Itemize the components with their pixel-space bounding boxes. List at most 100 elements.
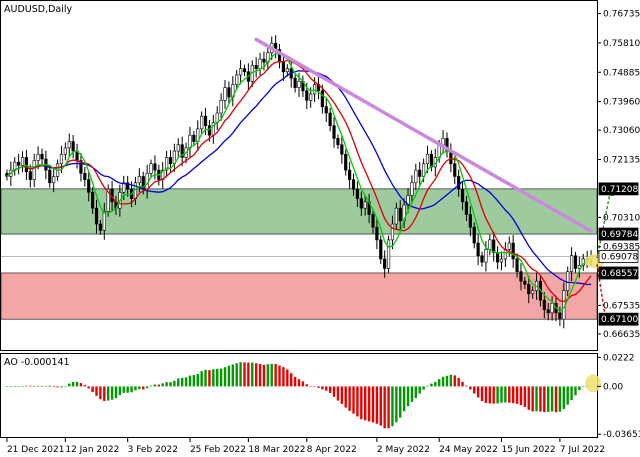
ao-bar <box>402 386 406 412</box>
candle-body <box>484 249 488 263</box>
ao-bar <box>13 386 16 387</box>
ao-bar <box>562 386 565 410</box>
ao-bar <box>449 374 453 387</box>
candle-body <box>63 147 67 155</box>
ao-bar <box>535 386 538 412</box>
candle-body <box>281 61 286 73</box>
candle-body <box>94 207 99 225</box>
ao-bar <box>103 386 106 401</box>
candle-body <box>425 153 430 165</box>
ao-bar <box>208 370 211 387</box>
ao-bar <box>251 362 254 387</box>
price-level-box <box>598 250 639 263</box>
candle-body <box>410 182 414 196</box>
candle-body <box>441 138 445 146</box>
ao-bar <box>247 362 250 387</box>
ao-axis: 0.0222 0.00 -0.036533 <box>597 353 640 440</box>
time-tick-label: 3 Feb 2022 <box>128 445 178 455</box>
candle-body <box>52 176 56 184</box>
ma-slow-line <box>6 70 592 286</box>
ao-bar <box>504 386 507 403</box>
time-tick-label: 24 May 2022 <box>439 445 498 455</box>
candle-body <box>235 74 239 85</box>
ao-bar <box>379 386 382 426</box>
candle-body <box>550 303 554 314</box>
ao-bar <box>578 386 581 391</box>
ao-bar <box>434 381 437 387</box>
ao-bar <box>426 385 429 387</box>
ao-bar <box>539 386 542 412</box>
ao-bar <box>550 386 554 412</box>
ao-bar <box>313 386 316 387</box>
candle-body <box>149 163 153 174</box>
time-tick-label: 15 Jun 2022 <box>501 445 555 455</box>
ao-bar <box>216 368 219 387</box>
ao-bar <box>278 365 281 387</box>
ao-bar <box>56 386 59 388</box>
ao-bar <box>360 386 363 420</box>
candle-body <box>492 239 496 253</box>
ao-bar <box>352 386 355 414</box>
ao-bar <box>363 386 367 421</box>
ao-bar <box>558 386 562 412</box>
ao-bar <box>340 386 344 404</box>
candle-body <box>390 223 395 241</box>
ao-bar <box>118 386 122 396</box>
ao-bar <box>184 377 188 387</box>
price-level-label: 0.69784 <box>601 230 638 240</box>
ao-bar <box>75 381 79 387</box>
ao-bar <box>243 362 246 387</box>
ao-bar <box>543 386 546 413</box>
candle-body <box>480 255 484 263</box>
candle-body <box>277 49 282 63</box>
candle-body <box>519 271 523 282</box>
ao-bar <box>375 386 379 424</box>
candle-body <box>379 239 383 260</box>
price-tick-label: 0.67535 <box>603 301 640 311</box>
ao-bar <box>476 386 480 398</box>
candle-body <box>238 68 243 76</box>
candle-body <box>328 112 332 127</box>
candle-body <box>67 141 71 149</box>
ao-bar <box>231 364 235 387</box>
price-tick-label: 0.76735 <box>603 10 640 20</box>
price-pane-frame <box>0 0 598 351</box>
ao-bar <box>465 385 468 387</box>
candle-body <box>223 87 227 101</box>
time-tick-label: 25 Feb 2022 <box>190 445 246 455</box>
ao-highlight-marker <box>585 374 602 393</box>
ao-bar <box>500 386 503 403</box>
ao-bar <box>430 383 433 387</box>
forecast-down-arrow <box>596 264 606 317</box>
price-tick-label: 0.69385 <box>603 243 640 253</box>
ao-bar <box>266 364 270 387</box>
ao-bar <box>511 386 515 404</box>
ao-bar <box>177 378 180 387</box>
candle-body <box>24 157 29 172</box>
ao-bar <box>484 386 488 403</box>
candle-body <box>324 106 328 114</box>
trend-layer <box>254 37 593 233</box>
candle-body <box>258 58 262 69</box>
candle-body <box>468 214 472 228</box>
candle-body <box>566 271 570 291</box>
ao-bar <box>371 386 375 423</box>
candle-body <box>355 188 360 199</box>
candle-body <box>36 153 40 161</box>
ao-bar <box>406 386 410 407</box>
ao-bar <box>99 386 102 400</box>
candle-body <box>375 226 379 241</box>
ao-bar <box>508 386 511 403</box>
candle-body <box>126 182 130 190</box>
time-tick-label: 12 Jan 2022 <box>65 445 119 455</box>
ao-bar <box>574 386 577 396</box>
ao-bar <box>40 386 44 387</box>
ao-bar <box>134 386 137 391</box>
candle-body <box>394 207 398 225</box>
candle-body <box>106 188 110 212</box>
candle-body <box>546 309 550 314</box>
resistance-trend-line <box>254 37 593 233</box>
candle-body <box>363 201 367 209</box>
candle-body <box>48 169 52 184</box>
ao-bar <box>418 386 421 394</box>
